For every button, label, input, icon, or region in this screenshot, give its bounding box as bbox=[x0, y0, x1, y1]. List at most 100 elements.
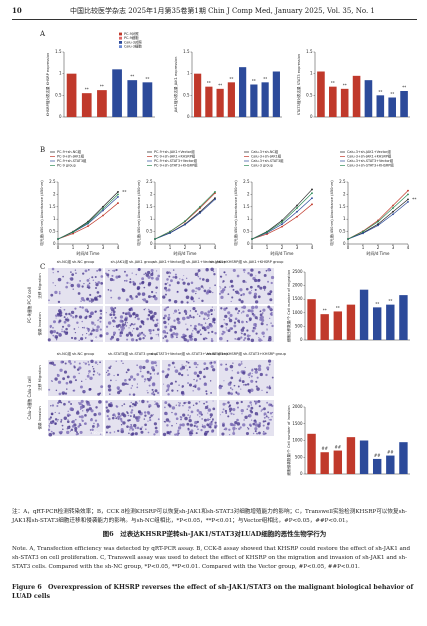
cell-stain bbox=[163, 406, 166, 409]
cell-stain bbox=[107, 289, 110, 291]
x-tick-label: 3 bbox=[102, 245, 105, 250]
cell-stain bbox=[180, 418, 182, 421]
cell-stain bbox=[83, 282, 85, 285]
cell-stain bbox=[125, 333, 129, 337]
cell-stain bbox=[111, 335, 114, 339]
cell-stain bbox=[86, 411, 88, 413]
cell-stain bbox=[228, 407, 233, 411]
cell-stain bbox=[105, 325, 109, 328]
cell-stain bbox=[237, 337, 241, 341]
cell-stain bbox=[244, 383, 247, 386]
cell-stain bbox=[195, 432, 198, 435]
cell-stain bbox=[125, 279, 128, 282]
panel-label: B bbox=[40, 146, 45, 154]
cell-stain bbox=[50, 379, 53, 382]
cell-stain bbox=[97, 392, 101, 396]
cell-stain bbox=[253, 295, 257, 299]
cell-stain bbox=[223, 271, 226, 274]
column-header: sh-STAT3组 sh-STAT3 group bbox=[108, 351, 158, 356]
cell-stain bbox=[115, 379, 117, 381]
line bbox=[154, 199, 216, 240]
cell-stain bbox=[150, 414, 153, 417]
legend-label: PC-9+sh-NC组 bbox=[57, 149, 82, 154]
cell-stain bbox=[57, 419, 59, 421]
point bbox=[407, 198, 409, 201]
cell-stain bbox=[142, 333, 145, 336]
cell-stain bbox=[210, 339, 214, 343]
legend-label: Calu-3 group bbox=[251, 164, 273, 168]
cell-stain bbox=[71, 273, 75, 277]
cell-stain bbox=[60, 360, 64, 364]
cell-stain bbox=[183, 289, 186, 291]
cell-stain bbox=[80, 337, 84, 341]
cell-stain bbox=[195, 402, 198, 405]
bar bbox=[112, 69, 122, 117]
cell-stain bbox=[207, 412, 209, 414]
cell-stain bbox=[109, 393, 111, 395]
cell-stain bbox=[193, 424, 196, 427]
point bbox=[392, 207, 394, 209]
x-tick-label: 3 bbox=[392, 245, 395, 250]
bar bbox=[320, 452, 329, 474]
cell-stain bbox=[266, 328, 268, 330]
cell-stain bbox=[106, 369, 110, 372]
cell-stain bbox=[255, 380, 258, 383]
point bbox=[347, 238, 349, 240]
cell-stain bbox=[260, 410, 262, 412]
cell-stain bbox=[114, 307, 117, 309]
cell-stain bbox=[97, 412, 102, 416]
cell-stain bbox=[98, 373, 101, 376]
cell-stain bbox=[74, 429, 77, 432]
cell-stain bbox=[257, 364, 262, 368]
cell-stain bbox=[91, 425, 95, 428]
cell-stain bbox=[196, 313, 199, 315]
cell-stain bbox=[128, 308, 132, 312]
cell-stain bbox=[70, 314, 73, 317]
cell-stain bbox=[224, 367, 229, 371]
cell-stain bbox=[84, 336, 87, 339]
line bbox=[154, 191, 216, 240]
cell-stain bbox=[76, 283, 81, 288]
cell-stain bbox=[107, 374, 109, 377]
cell-stain bbox=[143, 308, 146, 311]
cell-stain bbox=[197, 286, 201, 291]
cell-stain bbox=[171, 411, 173, 414]
cell-stain bbox=[149, 376, 153, 379]
cell-stain bbox=[258, 431, 261, 435]
cell-stain bbox=[269, 298, 273, 302]
cell-stain bbox=[147, 420, 149, 422]
point bbox=[392, 213, 394, 216]
cell-stain bbox=[261, 331, 265, 335]
cell-stain bbox=[80, 415, 84, 419]
cell-stain bbox=[117, 429, 120, 433]
cell-stain bbox=[52, 334, 55, 337]
cell-stain bbox=[229, 279, 234, 283]
significance: ## bbox=[387, 450, 394, 455]
cell-stain bbox=[233, 321, 237, 324]
cell-stain bbox=[237, 312, 240, 315]
point bbox=[407, 193, 409, 196]
cell-stain bbox=[117, 415, 121, 419]
bar bbox=[216, 88, 224, 117]
line bbox=[251, 192, 313, 240]
cell-stain bbox=[121, 405, 123, 407]
point bbox=[169, 230, 171, 233]
cell-stain bbox=[192, 316, 195, 319]
cell-stain bbox=[52, 420, 55, 423]
cell-stain bbox=[188, 406, 191, 409]
cell-stain bbox=[268, 403, 272, 407]
cell-stain bbox=[231, 370, 233, 372]
cell-stain bbox=[107, 388, 112, 392]
cell-stain bbox=[155, 364, 158, 367]
cell-stain bbox=[185, 295, 190, 300]
cell-stain bbox=[59, 368, 63, 372]
cell-stain bbox=[87, 363, 90, 366]
cell-stain bbox=[266, 401, 269, 404]
cell-stain bbox=[267, 423, 270, 426]
point bbox=[184, 220, 186, 223]
line bbox=[251, 197, 313, 240]
cell-stain bbox=[203, 328, 207, 332]
cell-stain bbox=[157, 418, 160, 421]
cell-stain bbox=[113, 320, 116, 323]
cell-stain bbox=[187, 374, 189, 376]
